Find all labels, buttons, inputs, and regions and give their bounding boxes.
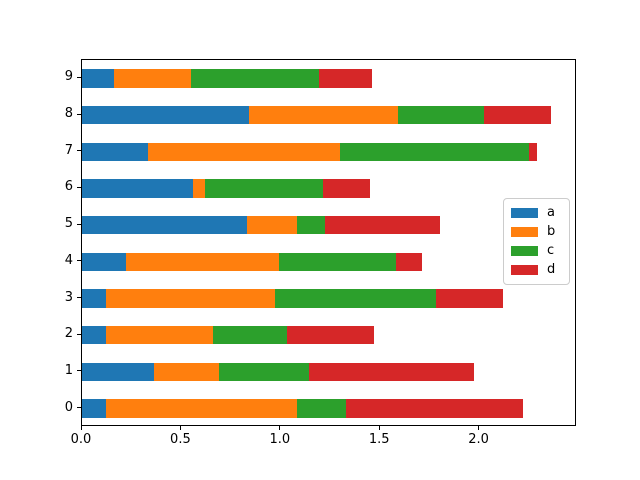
plot-area (81, 59, 576, 426)
bar-row-8 (82, 105, 552, 125)
legend-swatch-icon (511, 207, 538, 218)
y-tick-label: 5 (64, 216, 73, 232)
x-tick-label: 2.0 (468, 432, 489, 447)
legend-item-a: a (511, 203, 562, 222)
bar-row-7 (82, 142, 538, 161)
legend-item-c: c (511, 242, 562, 261)
y-tick-label: 4 (64, 252, 73, 268)
x-tick-mark (378, 426, 380, 430)
bar-segment-b-cat6 (193, 179, 206, 198)
bar-row-3 (82, 289, 504, 308)
bar-segment-d-cat0 (346, 399, 524, 418)
bar-segment-d-cat9 (318, 69, 373, 88)
legend-label: c (547, 243, 555, 259)
y-tick-mark (77, 223, 81, 225)
bar-segment-b-cat2 (105, 326, 214, 345)
bar-segment-d-cat8 (483, 105, 552, 125)
bar-row-1 (82, 362, 474, 382)
legend-label: a (547, 204, 555, 220)
bar-segment-d-cat2 (286, 326, 375, 345)
x-tick-mark (179, 426, 181, 430)
y-tick-label: 0 (64, 399, 73, 415)
y-tick-mark (77, 333, 81, 335)
x-tick-mark (478, 426, 480, 430)
bar-segment-b-cat7 (147, 142, 341, 161)
x-tick-label: 1.0 (269, 432, 291, 447)
legend-swatch-icon (511, 246, 538, 257)
y-tick-mark (77, 76, 81, 78)
bar-segment-b-cat9 (113, 69, 192, 88)
y-tick-mark (77, 297, 81, 299)
legend-swatch-icon (511, 265, 538, 276)
bar-segment-c-cat0 (296, 399, 347, 418)
y-tick-label: 3 (64, 289, 73, 305)
bar-segment-a-cat9 (82, 69, 114, 88)
bar-segment-c-cat5 (296, 215, 325, 235)
bar-segment-a-cat5 (82, 215, 247, 235)
bar-segment-b-cat0 (105, 399, 297, 418)
y-tick-mark (77, 260, 81, 262)
bar-segment-a-cat2 (82, 326, 106, 345)
bar-segment-b-cat8 (248, 105, 399, 125)
bar-segment-a-cat1 (82, 362, 154, 382)
bar-segment-a-cat3 (82, 289, 106, 308)
bar-segment-d-cat7 (529, 142, 538, 161)
bar-segment-b-cat1 (153, 362, 220, 382)
bar-segment-b-cat3 (105, 289, 275, 308)
y-tick-label: 1 (64, 362, 73, 378)
bar-segment-a-cat7 (82, 142, 148, 161)
bar-segment-c-cat7 (340, 142, 530, 161)
bar-segment-c-cat2 (213, 326, 287, 345)
bar-row-5 (82, 215, 440, 235)
bar-segment-d-cat6 (322, 179, 371, 198)
bar-segment-c-cat1 (219, 362, 309, 382)
y-tick-mark (77, 186, 81, 188)
bar-segment-c-cat4 (278, 252, 397, 272)
legend-item-d: d (511, 261, 562, 280)
bar-segment-c-cat8 (398, 105, 484, 125)
bar-segment-c-cat6 (205, 179, 323, 198)
bar-segment-b-cat4 (125, 252, 279, 272)
legend-label: d (547, 262, 556, 278)
x-tick-label: 0.0 (70, 432, 92, 447)
x-tick-label: 0.5 (170, 432, 191, 447)
bar-row-0 (82, 399, 524, 418)
y-tick-mark (77, 407, 81, 409)
bar-segment-a-cat6 (82, 179, 194, 198)
y-tick-mark (77, 150, 81, 152)
bar-segment-b-cat5 (247, 215, 297, 235)
y-tick-label: 9 (64, 69, 73, 85)
bar-segment-d-cat1 (308, 362, 474, 382)
bar-segment-a-cat0 (82, 399, 106, 418)
bar-segment-a-cat8 (82, 105, 249, 125)
bar-row-2 (82, 326, 375, 345)
y-tick-label: 8 (64, 106, 73, 122)
x-tick-mark (279, 426, 281, 430)
bar-segment-d-cat4 (396, 252, 422, 272)
bar-segment-a-cat4 (82, 252, 126, 272)
y-tick-label: 6 (64, 179, 73, 195)
bar-segment-c-cat3 (274, 289, 436, 308)
bar-row-6 (82, 179, 371, 198)
legend-swatch-icon (511, 226, 538, 237)
legend-label: b (547, 223, 556, 239)
bar-segment-c-cat9 (191, 69, 319, 88)
legend-item-b: b (511, 222, 562, 241)
x-tick-mark (80, 426, 82, 430)
bar-segment-d-cat3 (435, 289, 504, 308)
y-tick-label: 2 (64, 326, 73, 342)
y-tick-label: 7 (64, 142, 73, 158)
x-tick-label: 1.5 (368, 432, 390, 447)
bar-row-4 (82, 252, 422, 272)
y-tick-mark (77, 370, 81, 372)
bar-row-9 (82, 69, 373, 88)
bar-segment-d-cat5 (324, 215, 440, 235)
y-tick-mark (77, 113, 81, 115)
